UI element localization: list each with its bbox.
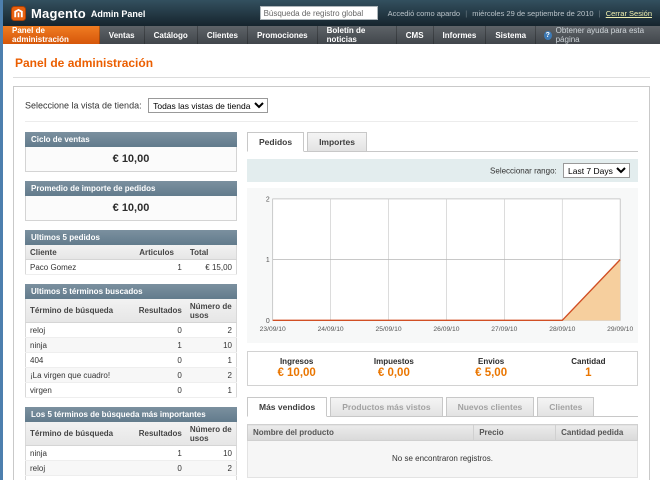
store-view-select[interactable]: Todas las vistas de tienda bbox=[148, 98, 269, 113]
bestsellers-table: Nombre del producto Precio Cantidad pedi… bbox=[246, 424, 638, 479]
get-help-link[interactable]: ? Obtener ayuda para esta página bbox=[536, 26, 660, 44]
nav-item-customers[interactable]: Clientes bbox=[198, 26, 248, 44]
table-row[interactable]: ninja 1 10 bbox=[25, 337, 237, 353]
svg-text:24/09/10: 24/09/10 bbox=[318, 326, 344, 333]
last-search-terms-widget: Ultimos 5 términos buscados Término de b… bbox=[25, 284, 237, 398]
average-order-widget: Promedio de importe de pedidos € 10,00 bbox=[25, 181, 237, 221]
tab-bestsellers[interactable]: Más vendidos bbox=[247, 397, 328, 418]
product-tabs: Más vendidos Productos más vistos Nuevos… bbox=[247, 397, 638, 418]
dashboard-container: Seleccione la vista de tienda: Todas las… bbox=[13, 86, 650, 480]
page-content: Panel de administración Seleccione la vi… bbox=[3, 44, 660, 480]
table-row[interactable]: reloj 0 2 bbox=[25, 460, 237, 476]
stat-quantity: Cantidad 1 bbox=[571, 357, 606, 380]
stat-shipping: Envios € 5,00 bbox=[475, 357, 508, 380]
dashboard-left-column: Ciclo de ventas € 10,00 Promedio de impo… bbox=[25, 132, 237, 480]
magento-admin-page: Magento Admin Panel Accedió como apardo … bbox=[3, 0, 660, 480]
tab-customers[interactable]: Clientes bbox=[537, 397, 595, 418]
store-view-row: Seleccione la vista de tienda: Todas las… bbox=[25, 96, 638, 122]
tab-amounts[interactable]: Importes bbox=[307, 132, 367, 152]
page-title: Panel de administración bbox=[13, 52, 650, 78]
widget-title: Ciclo de ventas bbox=[25, 132, 237, 147]
logo-subtitle: Admin Panel bbox=[90, 9, 146, 19]
help-icon: ? bbox=[544, 30, 552, 40]
table-row[interactable]: 404 0 1 bbox=[25, 352, 237, 368]
orders-chart: 0 1 2 23/09/10 24/09/10 25/09/10 26/09/10 27/09… bbox=[260, 196, 634, 333]
nav-item-newsletter[interactable]: Boletín de noticias bbox=[318, 26, 397, 44]
table-row[interactable]: reloj 0 2 bbox=[25, 322, 237, 338]
range-label: Seleccionar rango: bbox=[490, 166, 557, 176]
orders-chart-area: 0 1 2 23/09/10 24/09/10 25/09/10 26/09/10 27/09… bbox=[247, 188, 638, 344]
magento-logo-icon bbox=[11, 5, 26, 21]
widget-title: Los 5 términos de búsqueda más important… bbox=[25, 407, 237, 422]
widget-title: Ultimos 5 términos buscados bbox=[25, 284, 237, 299]
tab-new-customers[interactable]: Nuevos clientes bbox=[445, 397, 535, 418]
svg-text:0: 0 bbox=[266, 318, 270, 325]
range-bar: Seleccionar rango: Last 7 Days bbox=[247, 159, 638, 182]
stat-revenue: Ingresos € 10,00 bbox=[277, 357, 316, 380]
nav-item-dashboard[interactable]: Panel de administración bbox=[3, 26, 100, 44]
help-label: Obtener ayuda para esta página bbox=[555, 26, 645, 44]
average-order-value: € 10,00 bbox=[25, 196, 237, 221]
nav-item-catalog[interactable]: Catálogo bbox=[145, 26, 198, 44]
nav-item-reports[interactable]: Informes bbox=[434, 26, 487, 44]
empty-row: No se encontraron registros. bbox=[247, 440, 638, 479]
widget-title: Ultimos 5 pedidos bbox=[25, 230, 237, 245]
widget-title: Promedio de importe de pedidos bbox=[25, 181, 237, 196]
last-search-terms-table: Término de búsqueda Resultados Número de… bbox=[25, 299, 237, 398]
global-search-input[interactable] bbox=[259, 6, 378, 20]
logo-text: Magento bbox=[31, 5, 86, 21]
magento-logo: Magento Admin Panel bbox=[11, 5, 146, 21]
svg-text:27/09/10: 27/09/10 bbox=[491, 326, 517, 333]
svg-text:1: 1 bbox=[266, 257, 270, 264]
nav-item-system[interactable]: Sistema bbox=[486, 26, 537, 44]
top-search-terms-widget: Los 5 términos de búsqueda más important… bbox=[25, 407, 237, 480]
last-orders-widget: Ultimos 5 pedidos Cliente Articulos Tota… bbox=[25, 230, 237, 275]
dashboard-right-column: Pedidos Importes Seleccionar rango: Last… bbox=[246, 132, 638, 480]
nav-item-sales[interactable]: Ventas bbox=[100, 26, 145, 44]
lifetime-sales-value: € 10,00 bbox=[25, 147, 237, 172]
no-records-message: No se encontraron registros. bbox=[247, 440, 638, 479]
tab-most-viewed[interactable]: Productos más vistos bbox=[330, 397, 443, 418]
svg-text:29/09/10: 29/09/10 bbox=[607, 326, 633, 333]
last-orders-table: Cliente Articulos Total Paco Gomez 1 € 1… bbox=[25, 245, 237, 275]
svg-text:26/09/10: 26/09/10 bbox=[433, 326, 459, 333]
store-view-label: Seleccione la vista de tienda: bbox=[25, 100, 142, 111]
main-nav: Panel de administración Ventas Catálogo … bbox=[3, 26, 660, 44]
range-select[interactable]: Last 7 Days bbox=[563, 163, 630, 178]
top-header: Magento Admin Panel Accedió como apardo … bbox=[3, 0, 660, 26]
lifetime-sales-widget: Ciclo de ventas € 10,00 bbox=[25, 132, 237, 172]
current-date: miércoles 29 de septiembre de 2010 bbox=[472, 8, 594, 18]
svg-text:25/09/10: 25/09/10 bbox=[375, 326, 401, 333]
nav-item-cms[interactable]: CMS bbox=[397, 26, 434, 44]
table-row[interactable]: Paco Gomez 1 € 15,00 bbox=[25, 259, 237, 275]
nav-item-promotions[interactable]: Promociones bbox=[248, 26, 318, 44]
account-info: Accedió como apardo | miércoles 29 de se… bbox=[387, 8, 652, 18]
table-row[interactable]: ninja 1 10 bbox=[25, 445, 237, 461]
chart-tabs: Pedidos Importes bbox=[247, 132, 638, 152]
tab-orders[interactable]: Pedidos bbox=[247, 132, 305, 152]
table-row[interactable]: ¡La virgen que cuadro!02 bbox=[25, 475, 237, 480]
stat-tax: Impuestos € 0,00 bbox=[373, 357, 414, 380]
logged-in-as: Accedió como apardo bbox=[387, 8, 461, 18]
totals-box: Ingresos € 10,00 Impuestos € 0,00 Envios… bbox=[247, 351, 638, 387]
svg-text:2: 2 bbox=[266, 196, 270, 203]
svg-text:23/09/10: 23/09/10 bbox=[260, 326, 286, 333]
svg-text:28/09/10: 28/09/10 bbox=[549, 326, 575, 333]
top-search-terms-table: Término de búsqueda Resultados Número de… bbox=[25, 422, 237, 480]
logout-link[interactable]: Cerrar Sesión bbox=[605, 8, 652, 18]
table-row[interactable]: virgen 0 1 bbox=[25, 382, 237, 398]
